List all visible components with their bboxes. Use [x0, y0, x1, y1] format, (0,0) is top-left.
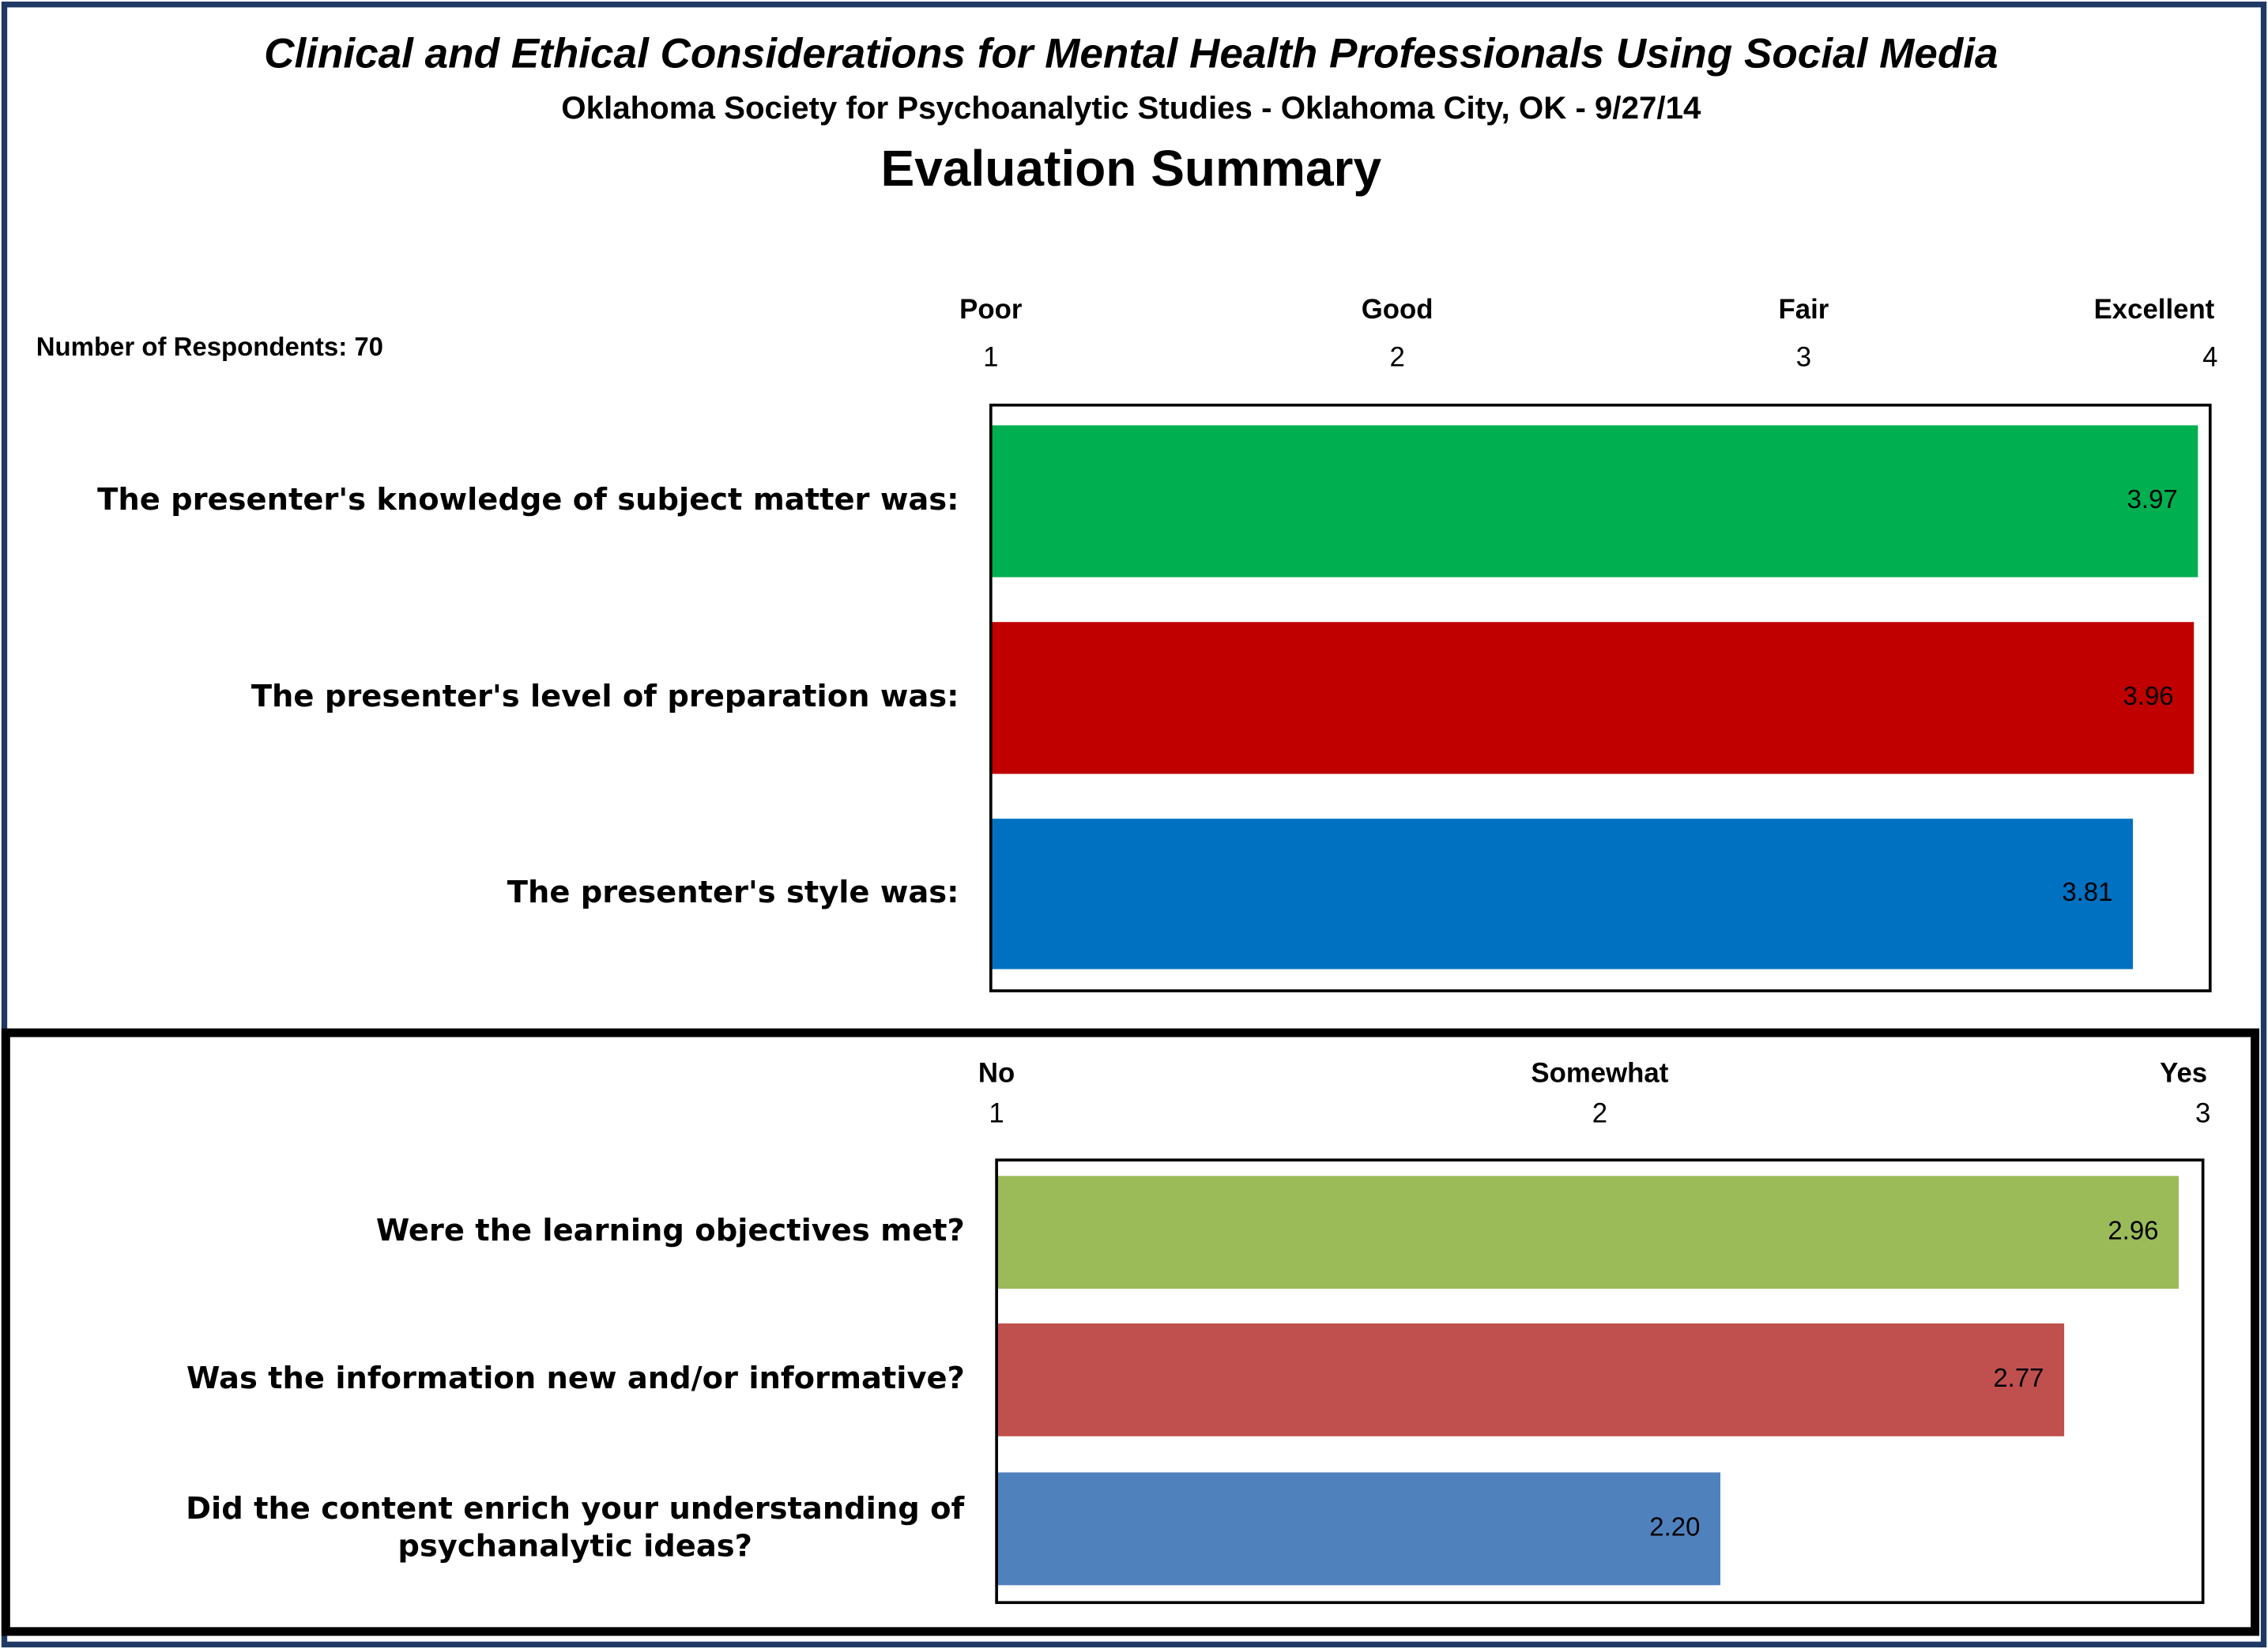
category-label: Were the learning objectives met?	[376, 1213, 965, 1248]
x-tick-label: 2	[1592, 1099, 1607, 1129]
x-tick-name: Excellent	[2094, 295, 2215, 325]
respondents-note: Number of Respondents: 70	[36, 332, 383, 361]
value-label: 2.20	[1649, 1512, 1700, 1542]
value-label: 2.77	[1993, 1363, 2044, 1392]
category-label: Was the information new and/or informati…	[186, 1361, 965, 1396]
value-label: 2.96	[2108, 1215, 2158, 1244]
x-tick-label: 1	[989, 1099, 1004, 1129]
x-tick-label: 3	[1796, 342, 1811, 372]
x-tick-label: 1	[983, 342, 998, 372]
x-tick-label: 2	[1389, 342, 1404, 372]
bar	[996, 1323, 2065, 1436]
x-tick-label: 4	[2202, 342, 2217, 372]
x-tick-name: Somewhat	[1531, 1058, 1668, 1088]
bar	[996, 1176, 2179, 1289]
section-frame	[1, 1028, 2260, 1636]
bar	[990, 819, 2134, 969]
plot-frame	[995, 1158, 2205, 1605]
heading: Evaluation Summary	[881, 140, 1382, 197]
value-label: 3.97	[2127, 484, 2178, 514]
x-tick-name: Poor	[959, 295, 1022, 325]
x-tick-name: No	[978, 1058, 1015, 1088]
category-label: The presenter's knowledge of subject mat…	[97, 482, 959, 518]
bar	[996, 1472, 1721, 1586]
x-tick-name: Yes	[2160, 1058, 2207, 1088]
category-label: Did the content enrich your understandin…	[186, 1491, 965, 1564]
bar	[990, 425, 2198, 578]
title: Clinical and Ethical Considerations for …	[264, 31, 1998, 77]
value-label: 3.96	[2123, 681, 2173, 710]
plot-frame	[989, 403, 2212, 992]
category-label: The presenter's level of preparation was…	[251, 679, 959, 714]
x-tick-name: Fair	[1779, 295, 1829, 325]
bar	[990, 622, 2195, 774]
subtitle: Oklahoma Society for Psychoanalytic Stud…	[561, 90, 1701, 126]
value-label: 3.81	[2062, 877, 2112, 906]
x-tick-label: 3	[2195, 1099, 2210, 1129]
category-label: The presenter's style was:	[507, 875, 959, 910]
x-tick-name: Good	[1362, 295, 1434, 325]
